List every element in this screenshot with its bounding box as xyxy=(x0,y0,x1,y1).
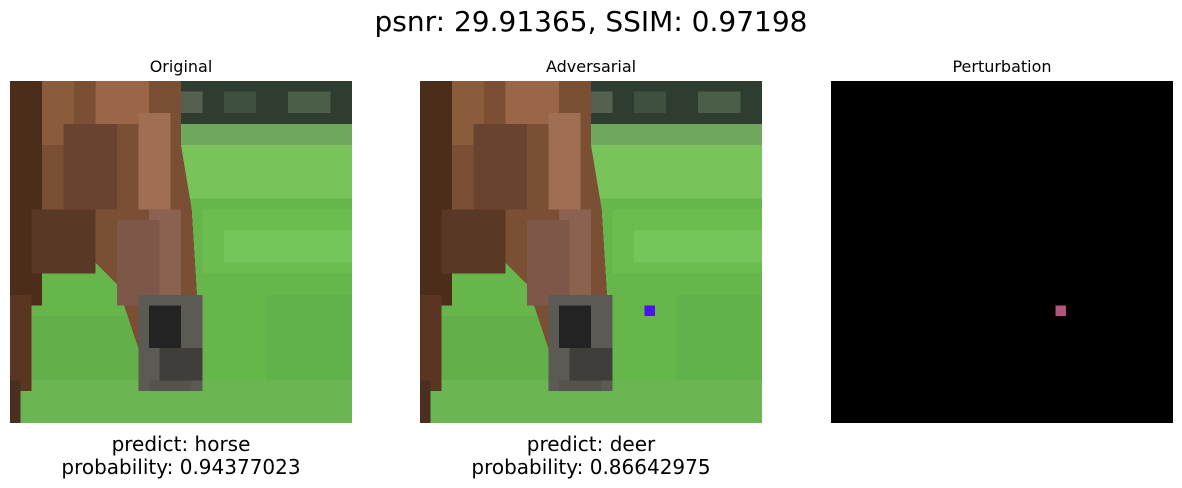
perturbation-title: Perturbation xyxy=(952,57,1052,76)
adversarial-caption: predict: deer probability: 0.86642975 xyxy=(420,433,762,479)
perturbation-image xyxy=(831,81,1173,423)
original-predict-label: predict: horse xyxy=(111,432,251,456)
figure-title: psnr: 29.91365, SSIM: 0.97198 xyxy=(374,5,808,38)
horse-grass-scene xyxy=(10,81,352,423)
perturbed-pixel xyxy=(644,305,656,317)
perturbation-pixel xyxy=(1055,305,1067,317)
original-probability-label: probability: 0.94377023 xyxy=(61,455,301,479)
adversarial-title: Adversarial xyxy=(545,57,637,76)
adversarial-probability-label: probability: 0.86642975 xyxy=(471,455,711,479)
original-caption: predict: horse probability: 0.94377023 xyxy=(10,433,352,479)
adversarial-image xyxy=(420,81,762,423)
original-title: Original xyxy=(149,57,213,76)
perturbation-background xyxy=(831,81,1173,423)
adversarial-predict-label: predict: deer xyxy=(526,432,656,456)
horse-grass-scene xyxy=(420,81,762,423)
perturbation-panel: Perturbation xyxy=(831,56,1173,423)
original-image xyxy=(10,81,352,423)
original-panel: Original xyxy=(10,56,352,479)
adversarial-panel: Adversarial xyxy=(420,56,762,479)
